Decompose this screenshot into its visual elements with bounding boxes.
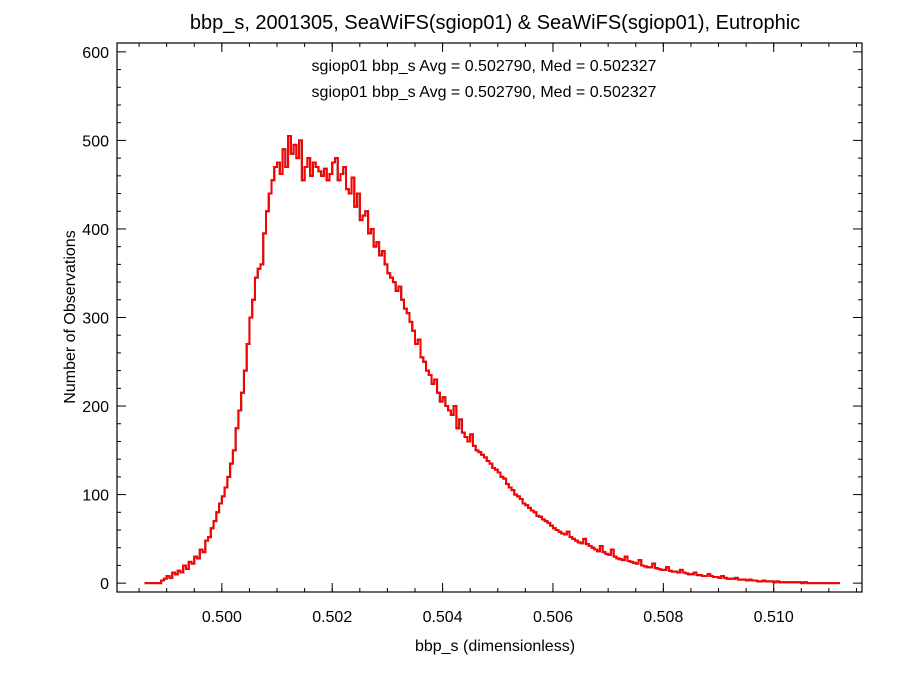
chart-title: bbp_s, 2001305, SeaWiFS(sgiop01) & SeaWi…: [190, 12, 800, 34]
y-tick-label: 200: [82, 399, 109, 416]
histogram-series-red: [144, 134, 840, 585]
y-tick-label: 600: [82, 45, 109, 62]
x-axis-label: bbp_s (dimensionless): [415, 638, 575, 655]
y-tick-label: 500: [82, 133, 109, 150]
x-tick-label: 0.510: [754, 609, 794, 626]
y-axis: 0 100 200 300 400 500 600: [82, 45, 862, 593]
x-tick-label: 0.500: [202, 609, 242, 626]
x-tick-label: 0.506: [533, 609, 573, 626]
x-tick-label: 0.504: [423, 609, 463, 626]
y-tick-label: 400: [82, 222, 109, 239]
y-tick-label: 100: [82, 488, 109, 505]
stats-annotation-red: sgiop01 bbp_s Avg = 0.502790, Med = 0.50…: [312, 84, 657, 101]
x-tick-label: 0.502: [312, 609, 352, 626]
x-axis: 0.500 0.502 0.504 0.506 0.508 0.510: [138, 43, 857, 626]
series-layer: [144, 134, 840, 585]
y-tick-label: 300: [82, 311, 109, 328]
y-tick-label: 0: [100, 576, 109, 593]
plot-frame: [116, 42, 863, 593]
y-axis-label: Number of Observations: [62, 230, 79, 403]
histogram-series-black: [144, 134, 840, 585]
stats-annotation-black: sgiop01 bbp_s Avg = 0.502790, Med = 0.50…: [312, 58, 657, 75]
x-tick-label: 0.508: [643, 609, 683, 626]
